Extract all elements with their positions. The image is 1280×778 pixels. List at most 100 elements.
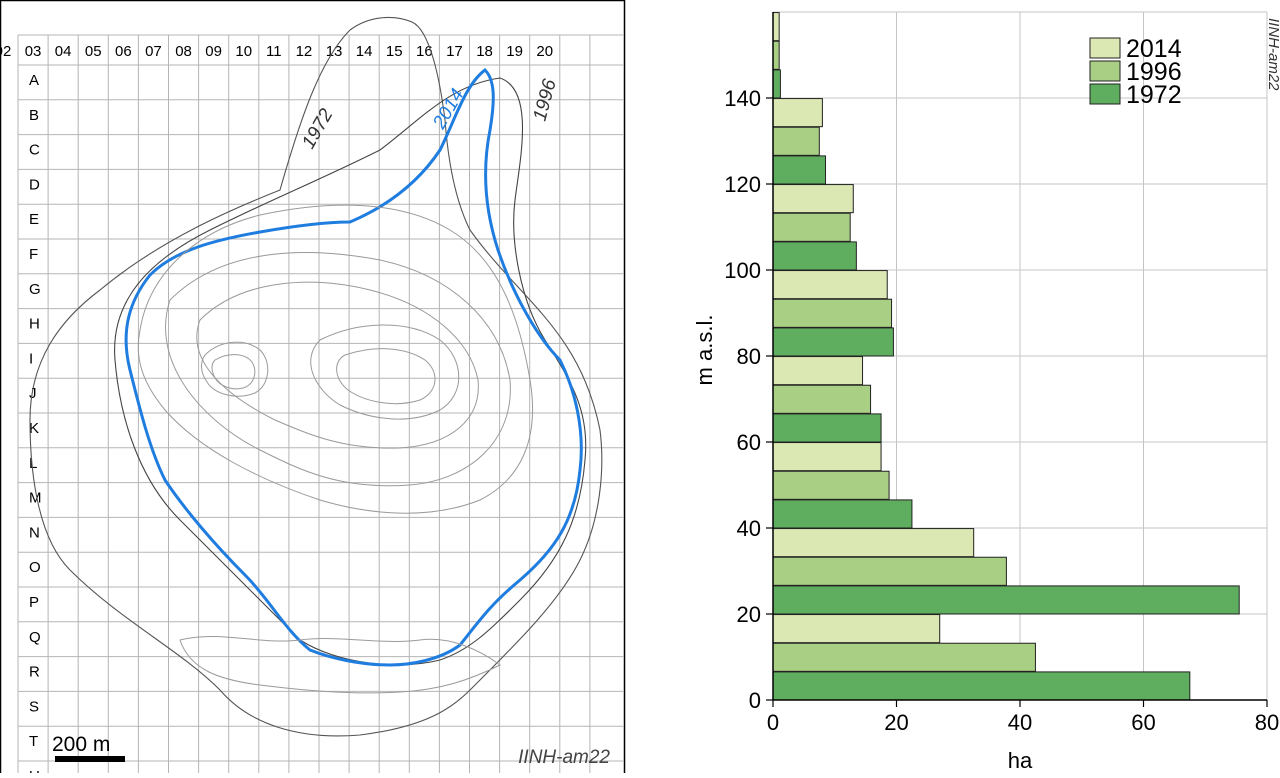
x-tick-label: 40 xyxy=(1008,710,1032,735)
map-column-label: 15 xyxy=(386,43,403,60)
map-row-label: I xyxy=(29,350,33,367)
map-row-label: S xyxy=(29,698,39,715)
map-column-label: 10 xyxy=(235,43,252,60)
bar-1996-140-160 xyxy=(772,40,780,70)
map-row-label: B xyxy=(29,107,39,124)
y-tick-label: 40 xyxy=(737,516,761,541)
lake-map: 02 03 04 05 06 07 08 09 10 11 12 13 14 15 16 17 18 19 20 A… xyxy=(0,0,640,778)
hypsometric-chart: 0 20 40 60 80 0 20 40 60 80 100 120 140 ha m a.s.l.… xyxy=(640,0,1280,773)
map-row-labels: ABCDEFGHIJKLMNOPQRSTU xyxy=(29,72,42,778)
map-row-label: H xyxy=(29,316,40,333)
map-column-label: 07 xyxy=(145,43,162,60)
y-tick-label: 100 xyxy=(724,258,761,283)
map-grid xyxy=(17,34,624,773)
x-tick-label: 0 xyxy=(767,710,779,735)
bar-1972-0-20 xyxy=(772,671,1191,701)
x-axis-label: ha xyxy=(1008,748,1033,773)
contour-line xyxy=(165,252,511,487)
map-row-label: N xyxy=(29,524,40,541)
bar-2014-120-140 xyxy=(772,98,823,128)
bar-2014-100-120 xyxy=(772,184,854,214)
map-column-label: 11 xyxy=(266,43,282,60)
bar-1996-0-20 xyxy=(772,642,1036,672)
map-column-label: 04 xyxy=(55,43,72,60)
legend-label-1996: 1996 xyxy=(1126,58,1182,86)
contour-line xyxy=(211,354,256,390)
chart-watermark: IINH-am22 xyxy=(1265,18,1280,91)
map-column-label: 05 xyxy=(85,43,102,60)
x-tick-labels: 0 20 40 60 80 xyxy=(767,710,1279,735)
bar-2014-80-100 xyxy=(772,270,888,300)
bar-1996-100-120 xyxy=(772,212,851,242)
map-watermark: IINH-am22 xyxy=(518,747,610,768)
map-column-label: 08 xyxy=(175,43,192,60)
map-row-label: O xyxy=(29,559,41,576)
contour-line xyxy=(310,324,460,420)
bar-1972-100-120 xyxy=(772,241,857,271)
map-row-label: J xyxy=(29,385,37,402)
bar-1996-40-60 xyxy=(772,470,890,500)
y-tick-label: 140 xyxy=(724,86,761,111)
map-frame xyxy=(0,0,626,778)
bar-2014-140-160 xyxy=(772,12,780,42)
map-column-label: 14 xyxy=(356,43,373,60)
map-column-label: 17 xyxy=(446,43,463,60)
map-column-label: 02 xyxy=(0,43,11,60)
bar-2014-0-20 xyxy=(772,614,941,644)
map-column-label: 20 xyxy=(536,43,553,60)
map-column-label: 19 xyxy=(506,43,523,60)
map-column-label: 03 xyxy=(25,43,42,60)
map-column-label: 16 xyxy=(416,43,433,60)
map-row-label: T xyxy=(29,733,38,750)
contour-line xyxy=(196,281,479,449)
map-row-label: D xyxy=(29,176,40,193)
map-row-label: A xyxy=(29,72,39,89)
chart-axes xyxy=(766,12,1268,707)
map-column-label: 12 xyxy=(296,43,313,60)
x-tick-label: 20 xyxy=(884,710,908,735)
y-tick-label: 80 xyxy=(737,344,761,369)
map-row-label: C xyxy=(29,142,40,159)
map-row-label: P xyxy=(29,594,39,611)
map-column-label: 18 xyxy=(476,43,493,60)
bar-2014-40-60 xyxy=(772,442,882,472)
chart-bars xyxy=(772,12,1240,701)
bar-chart-svg: 0 20 40 60 80 0 20 40 60 80 100 120 140 ha m a.s.l.… xyxy=(692,11,1280,773)
bar-1996-120-140 xyxy=(772,126,820,156)
bar-1972-60-80 xyxy=(772,413,882,443)
bar-1996-20-40 xyxy=(772,556,1007,586)
map-row-label: R xyxy=(29,664,40,681)
y-tick-labels: 0 20 40 60 80 100 120 140 xyxy=(724,86,761,713)
bar-1972-140-160 xyxy=(772,69,781,99)
scale-label: 200 m xyxy=(52,733,110,756)
x-tick-label: 80 xyxy=(1255,710,1279,735)
y-tick-label: 60 xyxy=(737,430,761,455)
map-row-label: Q xyxy=(29,629,41,646)
map-row-label: E xyxy=(29,211,39,228)
contour-line xyxy=(179,635,501,694)
bar-1996-80-100 xyxy=(772,298,893,328)
outline-2014 xyxy=(124,68,583,667)
bar-1972-120-140 xyxy=(772,155,826,185)
map-row-label: G xyxy=(29,281,41,298)
legend-swatch-1996 xyxy=(1089,60,1121,82)
map-column-label: 13 xyxy=(326,43,343,60)
map-row-label: L xyxy=(29,455,37,472)
bar-2014-20-40 xyxy=(772,528,975,558)
bar-1972-80-100 xyxy=(772,327,894,357)
map-row-label: F xyxy=(29,246,38,263)
bar-1996-60-80 xyxy=(772,384,872,414)
y-tick-label: 20 xyxy=(737,602,761,627)
map-row-label: U xyxy=(29,768,40,773)
map-row-label: K xyxy=(29,420,39,437)
outline-1996 xyxy=(114,77,587,666)
bar-1972-40-60 xyxy=(772,499,913,529)
map-column-label: 06 xyxy=(115,43,132,60)
legend-swatch-2014 xyxy=(1089,37,1121,59)
bar-2014-60-80 xyxy=(772,356,864,386)
legend-label-2014: 2014 xyxy=(1126,35,1182,63)
x-tick-label: 60 xyxy=(1131,710,1155,735)
contour-line xyxy=(137,204,534,514)
bar-1972-20-40 xyxy=(772,585,1240,615)
